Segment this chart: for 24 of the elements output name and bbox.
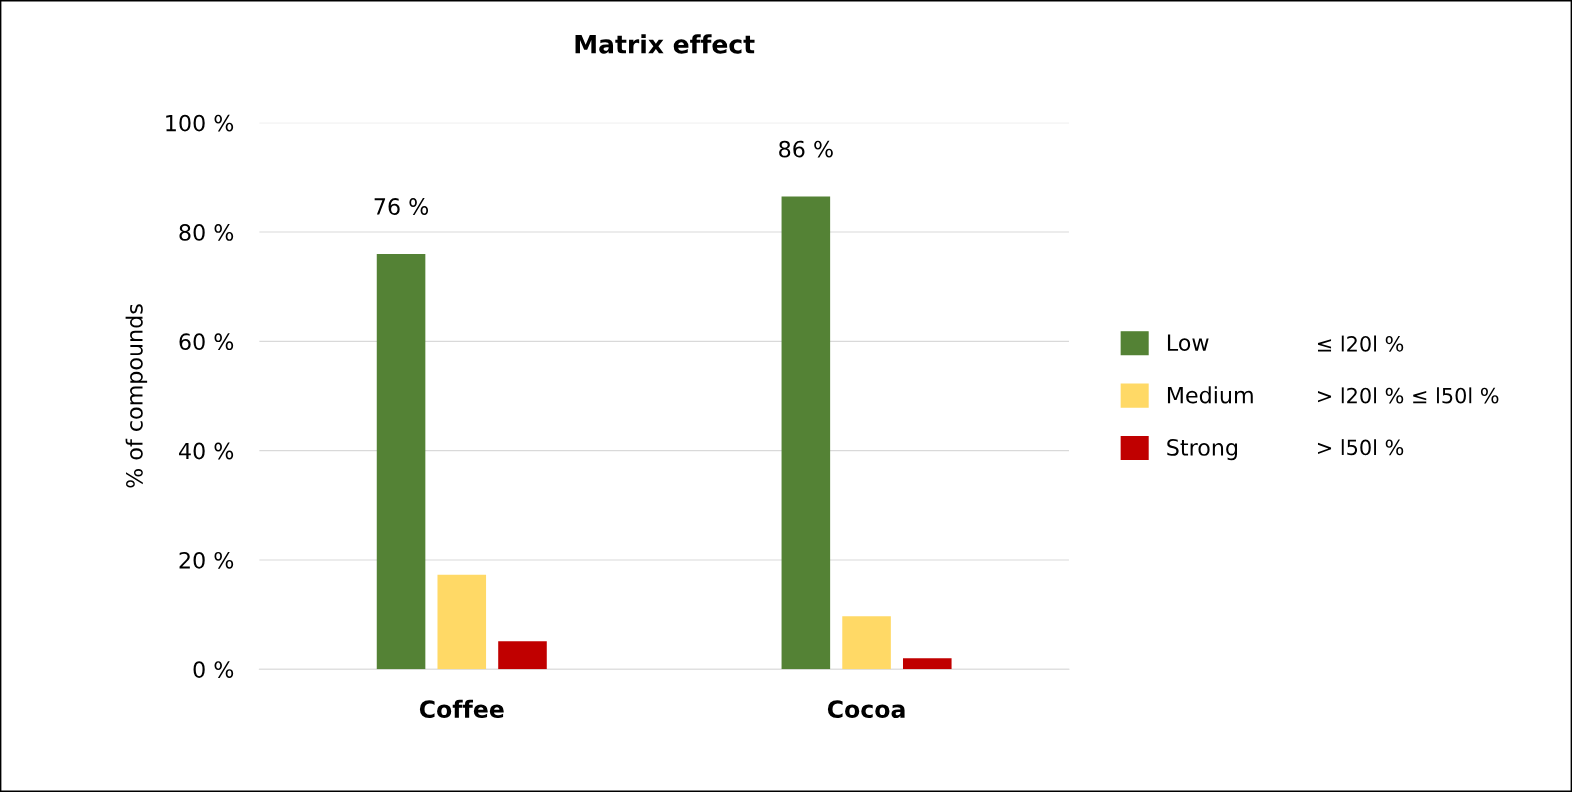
y-tick-label: 20 % [179, 551, 234, 569]
text: > l50l % [1317, 439, 1404, 456]
y-tick-label: 60 % [179, 333, 234, 351]
bar [781, 196, 831, 670]
x-tick-label: Cocoa [827, 700, 905, 719]
x-tick-label: Coffee [419, 699, 504, 719]
y-tick-label: 0 % [193, 661, 234, 678]
bar [903, 658, 952, 670]
legend-label: Strong [1167, 439, 1238, 461]
bar [437, 574, 487, 670]
chart-title: Matrix effect [575, 34, 755, 54]
text: > l20l % ≤ l50l % [1317, 387, 1499, 404]
text: ≤ l20l % [1317, 335, 1404, 352]
legend-label: Medium [1167, 386, 1253, 404]
y-axis-title: % of compounds [125, 304, 148, 488]
legend-label: Low [1167, 334, 1209, 352]
bar [498, 641, 547, 670]
y-tick-label: 100 % [166, 114, 234, 132]
y-tick-label: 80 % [179, 224, 234, 241]
bar [842, 616, 891, 670]
bar [376, 253, 426, 670]
data-label: 86 % [779, 140, 833, 158]
data-label: 76 % [374, 198, 429, 215]
y-tick-label: 40 % [179, 442, 234, 460]
